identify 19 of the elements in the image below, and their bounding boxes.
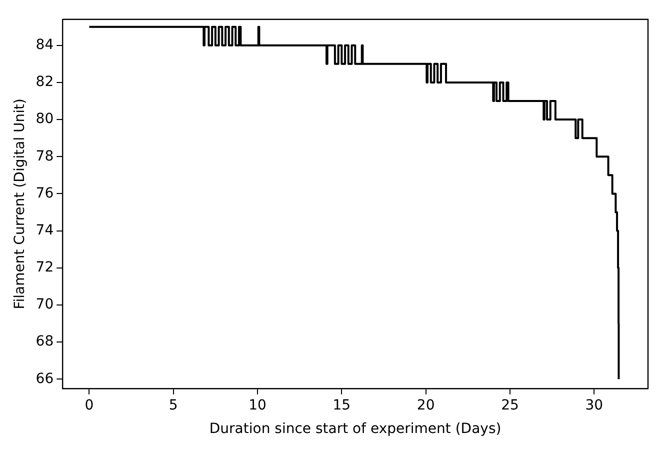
y-tick-label: 78: [36, 148, 54, 164]
x-tick-label: 10: [248, 397, 266, 414]
x-tick-label: 5: [168, 397, 178, 414]
y-tick-label: 68: [36, 334, 54, 350]
y-tick-label: 80: [36, 111, 54, 128]
y-tick-label: 74: [36, 222, 54, 238]
x-axis-title: Duration since start of experiment (Days): [209, 421, 502, 438]
y-tick-label: 70: [36, 296, 54, 313]
y-tick-label: 76: [36, 185, 54, 202]
y-tick-label: 82: [36, 74, 54, 90]
y-axis-title: Filament Current (Digital Unit): [12, 98, 28, 310]
x-tick-label: 20: [416, 397, 435, 414]
y-tick-label: 72: [36, 260, 54, 276]
y-tick-label: 66: [36, 370, 54, 387]
y-tick-label: 84: [36, 37, 54, 53]
x-tick-label: 15: [332, 397, 351, 414]
x-tick-label: 25: [501, 397, 519, 414]
x-tick-label: 30: [585, 397, 604, 414]
x-tick-label: 0: [84, 397, 94, 414]
